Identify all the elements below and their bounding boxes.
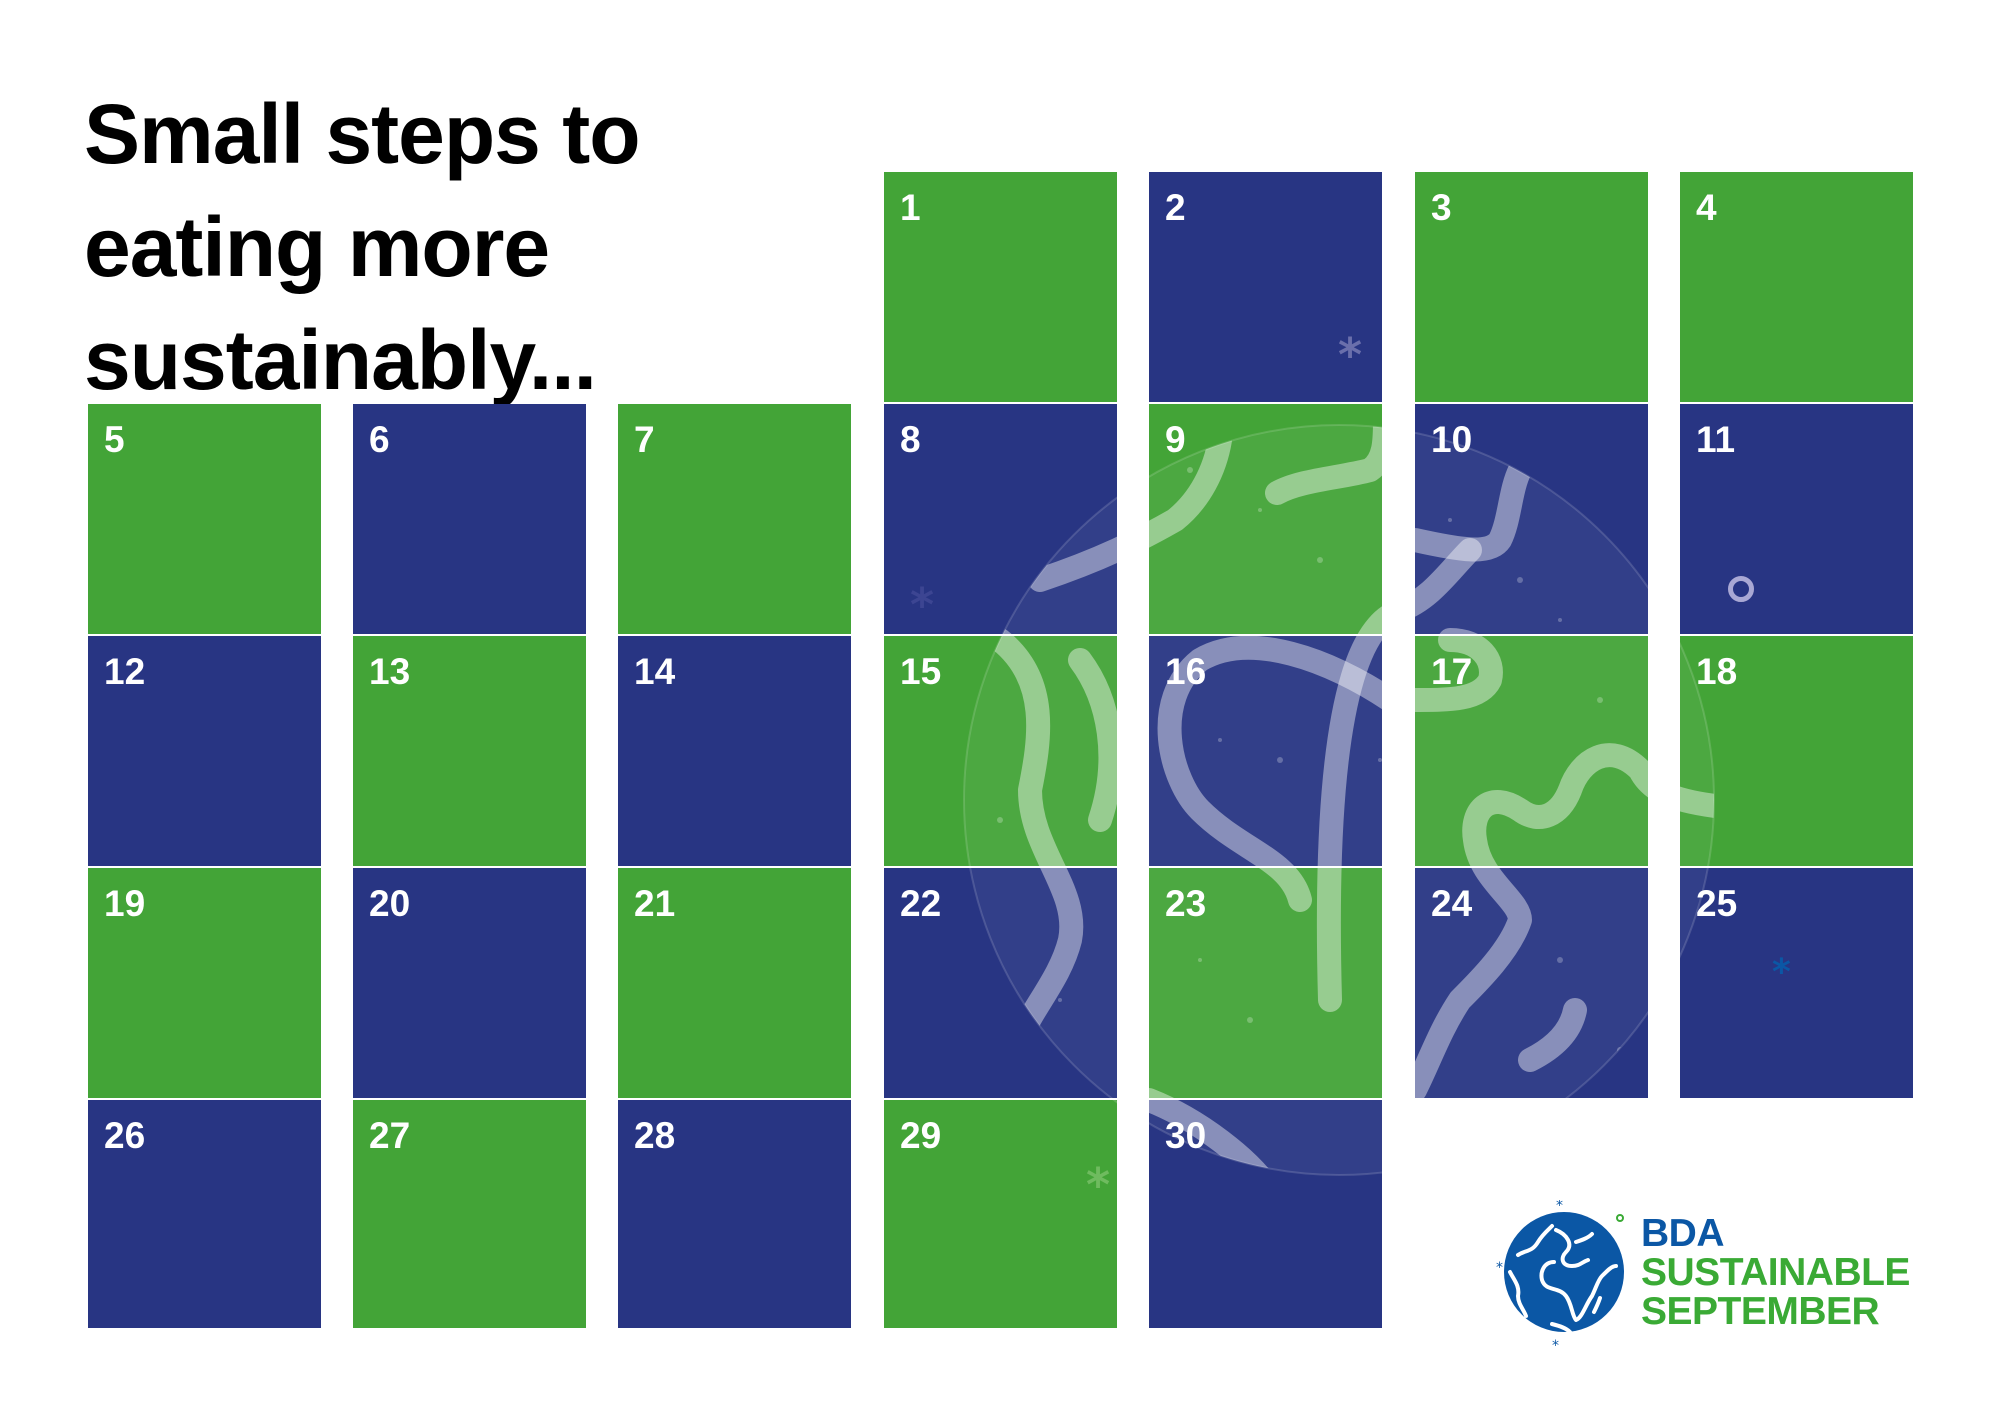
day-cell-1[interactable]: 1 [884,172,1117,402]
day-cell-12[interactable]: 12 [88,636,321,866]
day-cell-26[interactable]: 26 [88,1100,321,1328]
day-cell-11[interactable]: 11 [1680,404,1913,634]
day-cell-4[interactable]: 4 [1680,172,1913,402]
day-cell-10[interactable]: 10 [1415,404,1648,634]
day-cell-21[interactable]: 21 [618,868,851,1098]
day-number: 21 [634,883,676,924]
day-cell-23[interactable]: 23 [1149,868,1382,1098]
day-number: 7 [634,419,655,460]
svg-text:*: * [1496,1260,1503,1276]
day-cell-6[interactable]: 6 [353,404,586,634]
asterisk-icon: * [1772,952,1791,993]
day-number: 22 [900,883,942,924]
day-number: 15 [900,651,942,692]
asterisk-icon: * [910,578,935,632]
grid-gap [884,634,1914,636]
day-number: 16 [1165,651,1207,692]
grid-gap [1648,404,1680,1104]
grid-gap [880,1328,1160,1348]
day-number: 14 [634,651,676,692]
day-number: 1 [900,187,921,228]
grid-gap [851,404,884,1334]
day-cell-8[interactable]: 8 [884,404,1117,634]
day-number: 8 [900,419,921,460]
day-number: 18 [1696,651,1738,692]
day-number: 9 [1165,419,1186,460]
day-number: 23 [1165,883,1207,924]
logo-text: BDA SUSTAINABLE SEPTEMBER [1641,1214,1910,1331]
day-number: 25 [1696,883,1738,924]
grid-gap [1117,404,1149,1334]
svg-text:*: * [1556,1200,1563,1214]
day-number: 3 [1431,187,1452,228]
title-line-2: eating more [84,200,550,294]
page-title: Small steps to eating more sustainably..… [84,78,641,417]
day-cell-2[interactable]: 2 [1149,172,1382,402]
day-cell-9[interactable]: 9 [1149,404,1382,634]
day-number: 30 [1165,1115,1207,1156]
day-cell-15[interactable]: 15 [884,636,1117,866]
grid-gap [88,634,851,636]
day-cell-18[interactable]: 18 [1680,636,1913,866]
grid-gap [88,1098,851,1100]
day-number: 24 [1431,883,1473,924]
day-cell-3[interactable]: 3 [1415,172,1648,402]
day-cell-19[interactable]: 19 [88,868,321,1098]
day-cell-5[interactable]: 5 [88,404,321,634]
day-number: 4 [1696,187,1717,228]
day-cell-24[interactable]: 24 [1415,868,1648,1098]
day-number: 27 [369,1115,411,1156]
svg-text:*: * [1552,1338,1559,1350]
day-cell-14[interactable]: 14 [618,636,851,866]
day-cell-13[interactable]: 13 [353,636,586,866]
grid-gap [884,866,1914,868]
globe-icon: * * * [1496,1200,1624,1350]
grid-gap [884,402,1914,404]
grid-gap [88,866,851,868]
ring-icon [1728,576,1754,602]
grid-gap [1382,404,1415,1104]
day-cell-17[interactable]: 17 [1415,636,1648,866]
day-number: 29 [900,1115,942,1156]
day-number: 2 [1165,187,1186,228]
day-cell-22[interactable]: 22 [884,868,1117,1098]
day-cell-30[interactable]: 30 [1149,1100,1382,1328]
bda-sustainable-september-logo: * * * BDA SUSTAINABLE SEPTEMBER [1496,1200,1936,1350]
title-line-1: Small steps to [84,87,641,181]
grid-gap [884,1098,1914,1100]
title-line-3: sustainably... [84,313,597,407]
day-number: 19 [104,883,146,924]
day-number: 10 [1431,419,1473,460]
day-cell-29[interactable]: 29 [884,1100,1117,1328]
asterisk-icon: * [1338,328,1363,382]
day-number: 6 [369,419,390,460]
day-number: 28 [634,1115,676,1156]
day-cell-27[interactable]: 27 [353,1100,586,1328]
day-number: 5 [104,419,125,460]
day-number: 17 [1431,651,1473,692]
day-cell-16[interactable]: 16 [1149,636,1382,866]
day-number: 11 [1696,419,1736,460]
day-cell-7[interactable]: 7 [618,404,851,634]
logo-line-september: SEPTEMBER [1641,1290,1880,1333]
logo-line-bda: BDA [1641,1212,1724,1255]
logo-line-sustainable: SUSTAINABLE [1641,1251,1910,1294]
day-number: 26 [104,1115,146,1156]
asterisk-icon: * [1086,1158,1111,1212]
day-cell-28[interactable]: 28 [618,1100,851,1328]
day-cell-20[interactable]: 20 [353,868,586,1098]
day-number: 12 [104,651,146,692]
day-cell-25[interactable]: 25 [1680,868,1913,1098]
grid-gap [1415,1098,1915,1198]
day-number: 20 [369,883,411,924]
day-number: 13 [369,651,411,692]
